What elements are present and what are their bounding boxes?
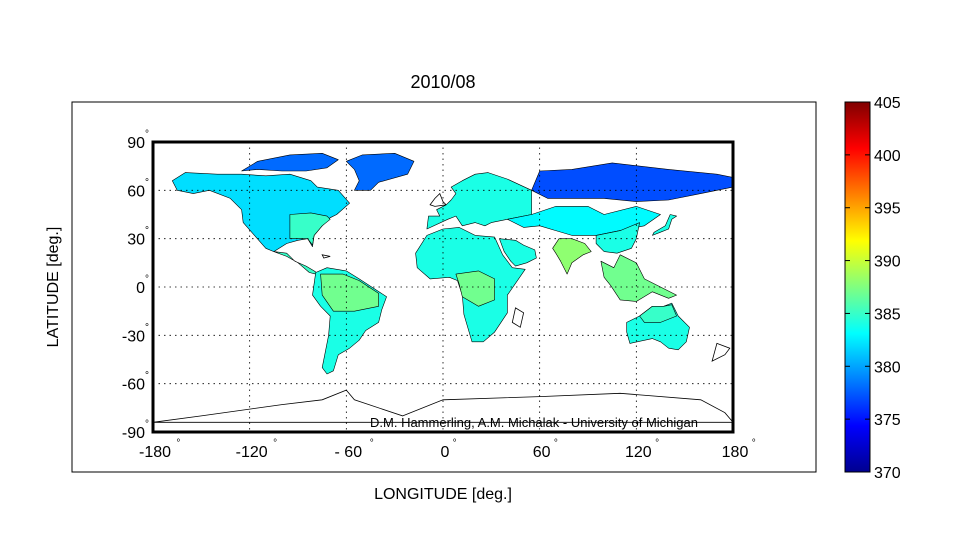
region-northern-australia <box>639 304 677 323</box>
y-axis-label: LATITUDE [deg.] <box>45 227 62 348</box>
region-siberia <box>531 162 733 202</box>
region-china <box>595 222 640 254</box>
region-northern-south-america <box>320 273 379 312</box>
region-southeast-asia <box>600 254 677 302</box>
region-india <box>552 238 592 275</box>
degree-symbol: ° <box>145 177 149 188</box>
y-tick-label: -90 <box>122 425 145 442</box>
credit-text: D.M. Hammerling, A.M. Michalak - Univers… <box>370 415 698 430</box>
region-japan <box>652 214 677 236</box>
x-tick-label: - 60 <box>335 444 363 461</box>
region-central-asia <box>507 206 661 236</box>
region-europe <box>426 172 532 230</box>
x-tick-labels: -180°-120°- 60°0°60°120°180° <box>139 438 756 461</box>
y-tick-label: -60 <box>122 377 145 394</box>
map-area <box>153 142 733 432</box>
colorbar-tick-label: 370 <box>874 465 901 482</box>
map-title: 2010/08 <box>410 72 475 92</box>
x-tick-label: 120 <box>625 444 652 461</box>
degree-symbol: ° <box>176 438 180 449</box>
land-outline <box>711 342 731 362</box>
degree-symbol: ° <box>655 438 659 449</box>
y-tick-label: 60 <box>127 183 145 200</box>
x-tick-label: 60 <box>533 444 551 461</box>
degree-symbol: ° <box>752 438 756 449</box>
degree-symbol: ° <box>273 438 277 449</box>
x-tick-label: -180 <box>139 444 171 461</box>
degree-symbol: ° <box>145 322 149 333</box>
colorbar-bar <box>844 101 871 473</box>
colorbar-tick-label: 405 <box>874 95 901 112</box>
colorbar-tick-label: 385 <box>874 306 901 323</box>
x-tick-label: 180 <box>722 444 749 461</box>
y-tick-label: 0 <box>136 280 145 297</box>
y-tick-label: 90 <box>127 135 145 152</box>
colorbar-tick-label: 390 <box>874 254 901 271</box>
land-outline <box>429 192 448 207</box>
region-eastern-united-states <box>289 212 331 246</box>
degree-symbol: ° <box>145 274 149 285</box>
degree-symbol: ° <box>145 226 149 237</box>
degree-symbol: ° <box>554 438 558 449</box>
x-tick-label: 0 <box>441 444 450 461</box>
degree-symbol: ° <box>145 371 149 382</box>
degree-symbol: ° <box>453 438 457 449</box>
y-tick-label: -30 <box>122 328 145 345</box>
colorbar: 405 400 395 390 385 380 375 370 <box>844 95 901 482</box>
x-tick-label: -120 <box>236 444 268 461</box>
colorbar-tick-label: 395 <box>874 201 901 218</box>
land-outline <box>321 254 331 259</box>
x-axis-label: LONGITUDE [deg.] <box>374 486 512 503</box>
colorbar-tick-label: 375 <box>874 412 901 429</box>
colorbar-tick-label: 380 <box>874 359 901 376</box>
colorbar-ticks: 405 400 395 390 385 380 375 370 <box>845 95 901 482</box>
y-tick-label: 30 <box>127 232 145 249</box>
degree-symbol: ° <box>370 438 374 449</box>
degree-symbol: ° <box>145 129 149 140</box>
region-arabia <box>499 238 537 267</box>
region-arctic-canada <box>241 153 339 172</box>
colorbar-tick-label: 400 <box>874 148 901 165</box>
degree-symbol: ° <box>145 419 149 430</box>
land-layer <box>153 153 733 423</box>
map-border <box>151 140 735 434</box>
region-central-africa <box>455 270 495 307</box>
y-tick-labels: 90°60°30°0°-30°-60°-90° <box>122 129 149 442</box>
region-greenland <box>345 153 415 191</box>
land-outline <box>511 307 525 328</box>
